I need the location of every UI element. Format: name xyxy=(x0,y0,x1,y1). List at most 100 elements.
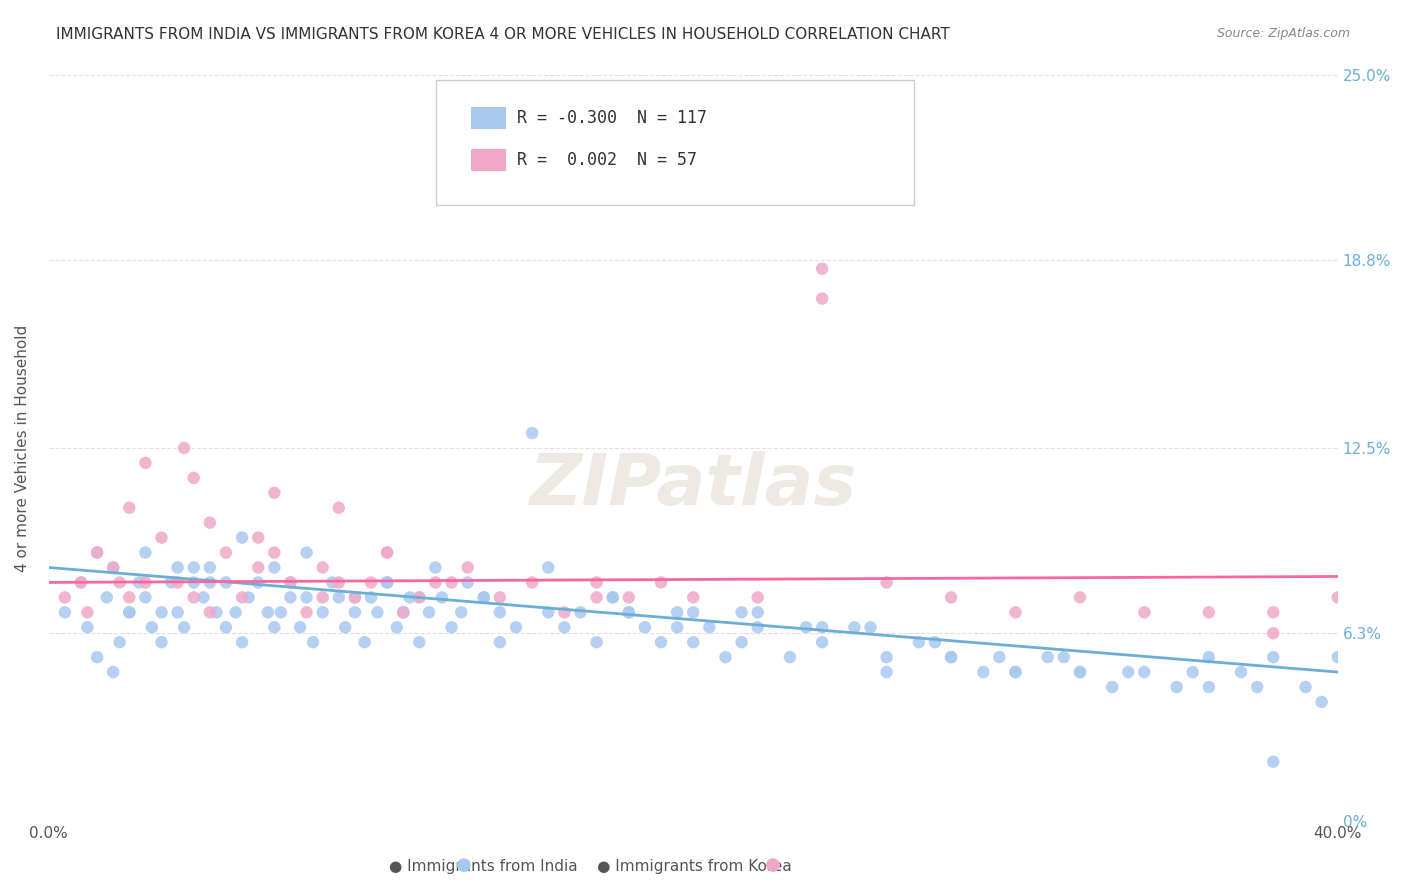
Point xyxy=(311,591,333,605)
Point xyxy=(108,635,131,649)
Point xyxy=(76,620,98,634)
Text: Source: ZipAtlas.com: Source: ZipAtlas.com xyxy=(1216,27,1350,40)
Point xyxy=(231,635,253,649)
Point xyxy=(295,605,318,619)
Point xyxy=(876,650,898,665)
Point xyxy=(173,620,195,634)
Point xyxy=(747,620,769,634)
Text: IMMIGRANTS FROM INDIA VS IMMIGRANTS FROM KOREA 4 OR MORE VEHICLES IN HOUSEHOLD C: IMMIGRANTS FROM INDIA VS IMMIGRANTS FROM… xyxy=(56,27,950,42)
Point xyxy=(263,620,285,634)
Point xyxy=(505,620,527,634)
Point xyxy=(280,575,302,590)
Point xyxy=(747,605,769,619)
Point xyxy=(150,605,173,619)
Point xyxy=(103,560,125,574)
Point xyxy=(988,650,1011,665)
Point xyxy=(747,591,769,605)
Point xyxy=(247,575,270,590)
Point xyxy=(1230,665,1253,679)
Point xyxy=(489,591,512,605)
Point xyxy=(650,575,672,590)
Point xyxy=(489,605,512,619)
Point xyxy=(238,591,260,605)
Point xyxy=(602,591,624,605)
Point xyxy=(150,635,173,649)
Point xyxy=(1069,665,1091,679)
Point xyxy=(108,575,131,590)
Point xyxy=(375,575,398,590)
Point xyxy=(118,605,141,619)
Point xyxy=(418,605,440,619)
Point xyxy=(328,575,350,590)
Point xyxy=(231,531,253,545)
Point xyxy=(134,456,156,470)
Point xyxy=(617,591,640,605)
Point xyxy=(457,560,479,574)
Point xyxy=(173,441,195,455)
Point xyxy=(1069,665,1091,679)
Point xyxy=(1004,665,1026,679)
Point xyxy=(198,516,221,530)
Point xyxy=(328,591,350,605)
Point xyxy=(1053,650,1076,665)
Point xyxy=(1326,650,1348,665)
Point xyxy=(385,620,408,634)
Point xyxy=(1069,591,1091,605)
Point xyxy=(617,605,640,619)
Point xyxy=(666,605,689,619)
Point xyxy=(280,575,302,590)
Point xyxy=(166,560,188,574)
Point xyxy=(183,471,205,485)
Point xyxy=(682,591,704,605)
Point xyxy=(128,575,150,590)
Point xyxy=(215,575,238,590)
Point xyxy=(375,575,398,590)
Point xyxy=(118,605,141,619)
Point xyxy=(1101,680,1123,694)
Point xyxy=(198,560,221,574)
Point xyxy=(375,545,398,559)
Text: R = -0.300  N = 117: R = -0.300 N = 117 xyxy=(517,109,707,127)
Point xyxy=(263,560,285,574)
Point xyxy=(972,665,994,679)
Point xyxy=(321,575,343,590)
Point xyxy=(1036,650,1059,665)
Point xyxy=(70,575,93,590)
Point xyxy=(288,620,311,634)
Point xyxy=(939,591,962,605)
Point xyxy=(263,485,285,500)
Point xyxy=(366,605,388,619)
Point xyxy=(569,605,592,619)
Point xyxy=(634,620,657,634)
Point xyxy=(166,575,188,590)
Point xyxy=(205,605,228,619)
Point xyxy=(118,591,141,605)
Point xyxy=(1246,680,1268,694)
Point xyxy=(392,605,415,619)
Point xyxy=(392,605,415,619)
Point xyxy=(553,605,575,619)
Point xyxy=(86,545,108,559)
Point xyxy=(360,591,382,605)
Text: ● Immigrants from India    ● Immigrants from Korea: ● Immigrants from India ● Immigrants fro… xyxy=(389,859,792,874)
Point xyxy=(398,591,420,605)
Point xyxy=(666,620,689,634)
Point xyxy=(430,591,453,605)
Point xyxy=(457,575,479,590)
Point xyxy=(1116,665,1139,679)
Point xyxy=(225,605,247,619)
Text: ●: ● xyxy=(456,856,472,874)
Point xyxy=(103,560,125,574)
Point xyxy=(1198,650,1220,665)
Point xyxy=(183,575,205,590)
Point xyxy=(183,591,205,605)
Point xyxy=(408,591,430,605)
Point xyxy=(794,620,817,634)
Point xyxy=(450,605,472,619)
Point xyxy=(53,591,76,605)
Point xyxy=(1133,665,1156,679)
Point xyxy=(714,650,737,665)
Text: ●: ● xyxy=(765,856,782,874)
Point xyxy=(1181,665,1204,679)
Point xyxy=(86,650,108,665)
